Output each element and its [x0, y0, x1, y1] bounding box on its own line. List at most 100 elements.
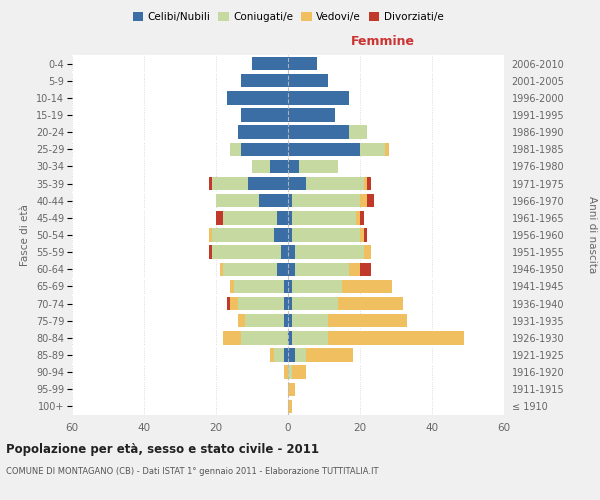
Bar [259, 194, 288, 207]
Bar [288, 211, 292, 224]
Bar [288, 382, 295, 396]
Bar [385, 142, 389, 156]
Bar [241, 331, 288, 344]
Bar [220, 262, 223, 276]
Text: Femmine: Femmine [351, 35, 415, 48]
Bar [288, 57, 317, 70]
Text: COMUNE DI MONTAGANO (CB) - Dati ISTAT 1° gennaio 2011 - Elaborazione TUTTITALIA.: COMUNE DI MONTAGANO (CB) - Dati ISTAT 1°… [6, 468, 379, 476]
Bar [274, 228, 288, 241]
Bar [212, 246, 281, 259]
Bar [288, 177, 306, 190]
Text: Popolazione per età, sesso e stato civile - 2011: Popolazione per età, sesso e stato civil… [6, 442, 319, 456]
Text: Anni di nascita: Anni di nascita [587, 196, 597, 274]
Bar [245, 314, 284, 328]
Bar [360, 262, 371, 276]
Bar [292, 228, 360, 241]
Bar [241, 142, 288, 156]
Bar [328, 331, 464, 344]
Bar [295, 348, 306, 362]
Bar [288, 228, 292, 241]
Bar [288, 297, 292, 310]
Bar [367, 177, 371, 190]
Bar [367, 194, 374, 207]
Bar [284, 348, 288, 362]
Bar [364, 177, 367, 190]
Bar [349, 262, 360, 276]
Bar [209, 177, 212, 190]
Bar [284, 366, 288, 379]
Bar [277, 262, 288, 276]
Bar [288, 331, 292, 344]
Bar [360, 142, 385, 156]
Bar [230, 297, 238, 310]
Bar [360, 194, 367, 207]
Bar [342, 280, 392, 293]
Bar [238, 126, 288, 139]
Bar [295, 262, 349, 276]
Legend: Celibi/Nubili, Coniugati/e, Vedovi/e, Divorziati/e: Celibi/Nubili, Coniugati/e, Vedovi/e, Di… [128, 8, 448, 26]
Bar [238, 297, 284, 310]
Bar [295, 246, 364, 259]
Bar [288, 74, 328, 88]
Bar [288, 142, 360, 156]
Bar [252, 160, 270, 173]
Bar [284, 280, 288, 293]
Bar [270, 160, 288, 173]
Bar [288, 194, 292, 207]
Bar [238, 314, 245, 328]
Bar [356, 211, 360, 224]
Bar [270, 348, 274, 362]
Bar [281, 246, 288, 259]
Bar [252, 57, 288, 70]
Bar [223, 262, 277, 276]
Bar [328, 314, 407, 328]
Bar [216, 211, 223, 224]
Bar [306, 177, 364, 190]
Bar [292, 280, 342, 293]
Bar [274, 348, 284, 362]
Bar [288, 160, 299, 173]
Bar [277, 211, 288, 224]
Bar [292, 297, 338, 310]
Bar [299, 160, 338, 173]
Bar [241, 108, 288, 122]
Bar [364, 228, 367, 241]
Bar [288, 108, 335, 122]
Bar [292, 211, 356, 224]
Bar [227, 297, 230, 310]
Bar [248, 177, 288, 190]
Bar [230, 142, 241, 156]
Bar [230, 280, 234, 293]
Bar [241, 74, 288, 88]
Bar [288, 314, 292, 328]
Bar [227, 91, 288, 104]
Bar [292, 366, 306, 379]
Bar [306, 348, 353, 362]
Bar [209, 246, 212, 259]
Bar [360, 211, 364, 224]
Bar [288, 246, 295, 259]
Bar [212, 177, 248, 190]
Bar [284, 314, 288, 328]
Bar [288, 91, 349, 104]
Bar [292, 314, 328, 328]
Bar [284, 297, 288, 310]
Bar [292, 194, 360, 207]
Bar [349, 126, 367, 139]
Bar [288, 348, 295, 362]
Bar [288, 280, 292, 293]
Bar [288, 262, 295, 276]
Bar [209, 228, 212, 241]
Bar [216, 194, 259, 207]
Bar [223, 331, 241, 344]
Bar [223, 211, 277, 224]
Bar [288, 366, 292, 379]
Bar [234, 280, 284, 293]
Bar [360, 228, 364, 241]
Bar [288, 400, 292, 413]
Y-axis label: Fasce di età: Fasce di età [20, 204, 31, 266]
Bar [364, 246, 371, 259]
Bar [338, 297, 403, 310]
Bar [288, 126, 349, 139]
Bar [212, 228, 274, 241]
